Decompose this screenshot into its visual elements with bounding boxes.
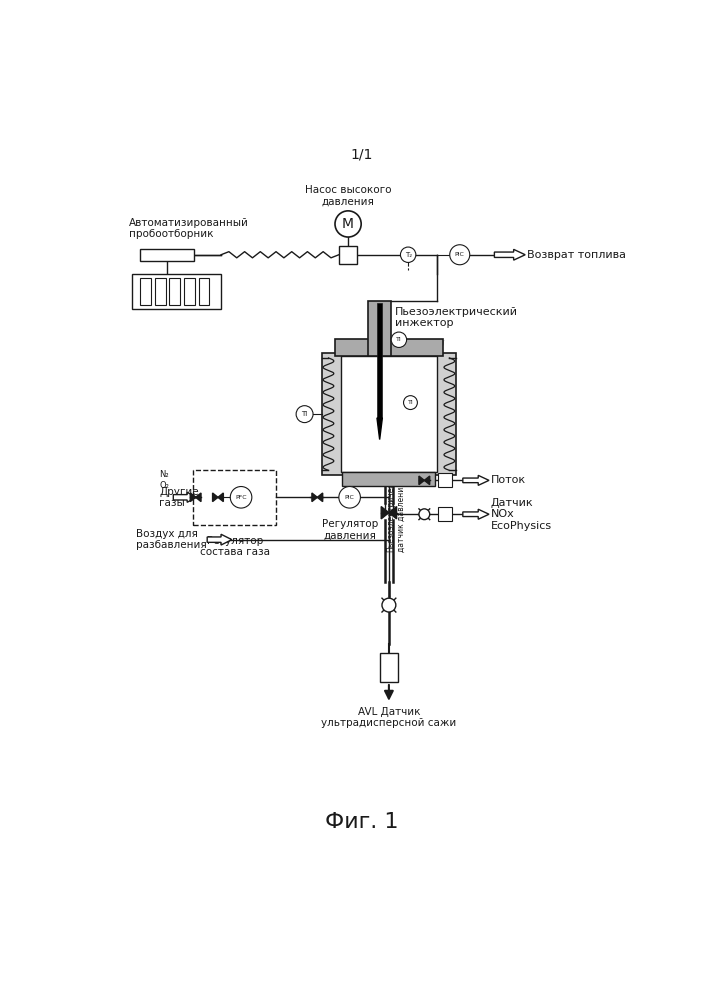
- Circle shape: [400, 247, 416, 262]
- Text: 1/1: 1/1: [351, 148, 373, 162]
- Circle shape: [404, 396, 417, 410]
- Text: Насос высокого
давления: Насос высокого давления: [305, 185, 392, 207]
- Text: Пьезоэлектрически
датчик давления: Пьезоэлектрически датчик давления: [386, 473, 406, 552]
- Circle shape: [391, 332, 407, 347]
- Bar: [334, 339, 443, 356]
- Bar: [377, 303, 382, 418]
- Text: AVL Датчик
ультрадисперсной сажи: AVL Датчик ультрадисперсной сажи: [321, 707, 457, 728]
- Circle shape: [382, 598, 396, 612]
- Text: PFC: PFC: [235, 495, 247, 500]
- Bar: [438, 473, 452, 487]
- Bar: [199, 278, 209, 305]
- Bar: [155, 278, 165, 305]
- Text: Возврат топлива: Возврат топлива: [527, 250, 626, 260]
- Polygon shape: [312, 493, 317, 502]
- Bar: [380, 653, 398, 682]
- Circle shape: [450, 245, 469, 265]
- Text: TI: TI: [301, 411, 308, 417]
- Text: Регулятор
состава газа: Регулятор состава газа: [200, 536, 270, 557]
- Bar: [368, 301, 391, 356]
- Text: M: M: [342, 217, 354, 231]
- Circle shape: [419, 509, 430, 520]
- Polygon shape: [463, 475, 489, 485]
- Polygon shape: [317, 493, 322, 502]
- Text: Фиг. 1: Фиг. 1: [325, 812, 399, 832]
- Text: Воздух для
разбавления: Воздух для разбавления: [136, 529, 207, 550]
- Polygon shape: [419, 476, 424, 485]
- Bar: [132, 274, 221, 309]
- Text: Автоматизированный
пробоотборник: Автоматизированный пробоотборник: [129, 218, 249, 239]
- Circle shape: [296, 406, 313, 423]
- Polygon shape: [173, 492, 197, 502]
- Bar: [438, 507, 452, 521]
- Text: T₂: T₂: [404, 252, 411, 258]
- Bar: [339, 246, 357, 264]
- Bar: [184, 278, 195, 305]
- Text: TI: TI: [408, 400, 414, 405]
- Bar: [140, 249, 194, 261]
- Polygon shape: [424, 476, 430, 485]
- Polygon shape: [207, 534, 232, 545]
- Text: Поток: Поток: [491, 475, 526, 485]
- Bar: [341, 356, 437, 472]
- Bar: [170, 278, 180, 305]
- Text: Регулятор
давления: Регулятор давления: [322, 519, 378, 540]
- Text: PIC: PIC: [455, 252, 464, 257]
- Polygon shape: [196, 493, 201, 502]
- Polygon shape: [381, 507, 389, 519]
- Bar: [193, 470, 276, 525]
- Circle shape: [230, 487, 252, 508]
- Text: PIC: PIC: [345, 495, 355, 500]
- Polygon shape: [389, 507, 397, 519]
- Polygon shape: [190, 493, 196, 502]
- Polygon shape: [213, 493, 218, 502]
- Circle shape: [335, 211, 361, 237]
- Polygon shape: [218, 493, 223, 502]
- Bar: [322, 353, 456, 475]
- Bar: [342, 472, 436, 486]
- Text: Пьезоэлектрический
инжектор: Пьезоэлектрический инжектор: [395, 307, 518, 328]
- Polygon shape: [377, 418, 382, 440]
- Text: TI: TI: [396, 337, 402, 342]
- Polygon shape: [463, 509, 489, 519]
- Text: Датчик
NOx
EcoPhysics: Датчик NOx EcoPhysics: [491, 498, 551, 531]
- Circle shape: [339, 487, 361, 508]
- Text: Другие
газы: Другие газы: [160, 487, 199, 508]
- Polygon shape: [494, 249, 525, 260]
- Text: N₂
O₂: N₂ O₂: [160, 470, 169, 490]
- Bar: [140, 278, 151, 305]
